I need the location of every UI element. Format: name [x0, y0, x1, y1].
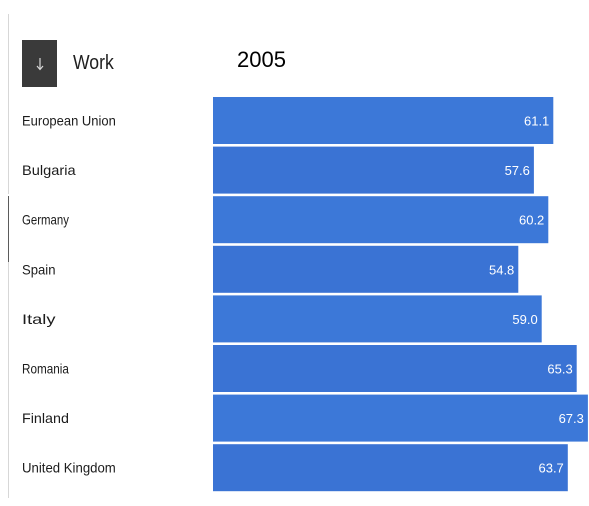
category-label: Romania [22, 361, 69, 377]
metric-label[interactable]: Work [73, 52, 114, 74]
value-label: 54.8 [489, 262, 514, 277]
category-label: Italy [22, 311, 56, 327]
category-label: European Union [22, 113, 116, 129]
value-label: 59.0 [512, 312, 537, 327]
bar-germany[interactable] [213, 196, 549, 244]
category-label: Germany [22, 212, 69, 228]
bar-bulgaria[interactable] [213, 146, 534, 194]
arrow-down-icon [35, 56, 45, 72]
sort-button[interactable] [22, 40, 57, 87]
value-label: 57.6 [505, 163, 530, 178]
value-label: 60.2 [519, 213, 544, 228]
category-label: Spain [22, 261, 56, 277]
value-label: 63.7 [538, 461, 563, 476]
category-label: Finland [22, 410, 69, 426]
bar-romania[interactable] [213, 345, 577, 392]
bar-italy[interactable] [213, 295, 542, 343]
left-divider-top [8, 14, 9, 194]
value-label: 65.3 [547, 362, 572, 377]
category-label: Bulgaria [22, 162, 76, 178]
bar-united-kingdom[interactable] [213, 444, 568, 492]
value-label: 67.3 [559, 411, 584, 426]
value-label: 61.1 [524, 114, 549, 129]
bar-finland[interactable] [213, 394, 588, 442]
category-label: United Kingdom [22, 460, 116, 476]
left-divider-bottom [8, 262, 9, 498]
chart-title: 2005 [237, 47, 286, 72]
bar-european-union[interactable] [213, 97, 554, 144]
bar-spain[interactable] [213, 245, 519, 293]
left-divider-active [8, 196, 9, 262]
